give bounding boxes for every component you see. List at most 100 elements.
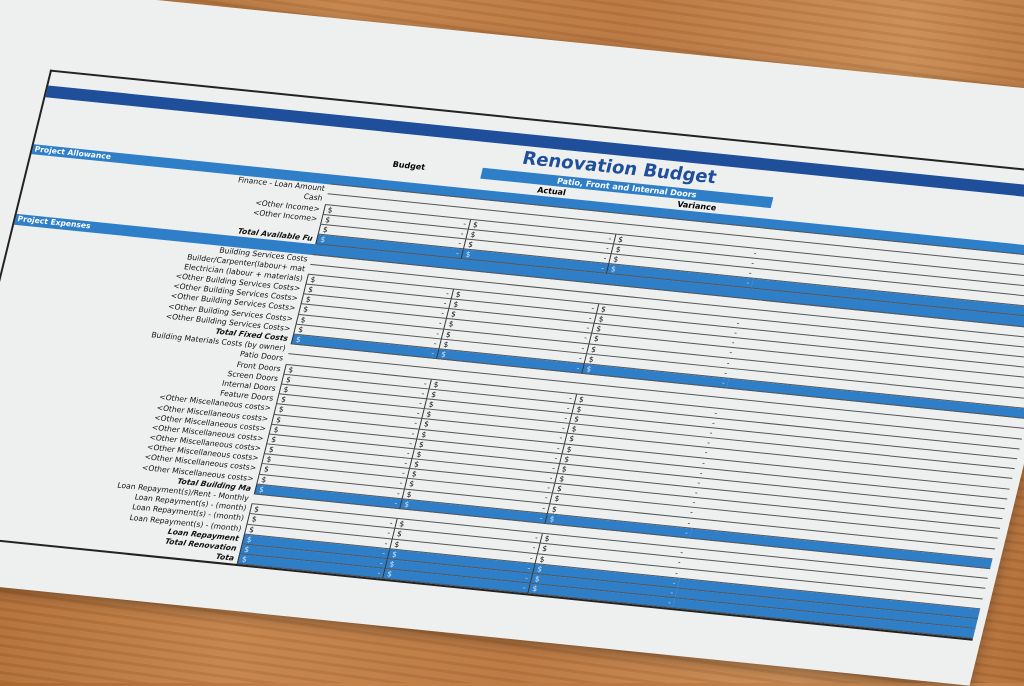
currency-symbol: $	[469, 229, 477, 240]
cell-value: -	[381, 548, 387, 558]
cell-value: -	[457, 238, 463, 248]
cell-value: -	[396, 488, 401, 498]
currency-symbol: $	[422, 419, 430, 429]
currency-symbol: $	[240, 554, 248, 564]
cell-value: -	[679, 547, 685, 558]
cell-value: -	[684, 528, 690, 538]
cell-value: -	[565, 403, 571, 413]
cell-value: -	[533, 533, 539, 543]
cell-value: -	[671, 577, 677, 588]
currency-symbol: $	[533, 574, 541, 584]
currency-symbol: $	[555, 484, 563, 494]
currency-symbol: $	[578, 394, 585, 404]
cell-value: -	[410, 428, 416, 438]
currency-symbol: $	[265, 454, 273, 465]
cell-value: -	[435, 328, 441, 338]
cell-value: -	[430, 348, 436, 358]
cell-value: -	[413, 418, 419, 428]
cell-value: -	[713, 408, 719, 418]
cell-value: -	[376, 568, 382, 578]
currency-symbol: $	[321, 224, 329, 235]
cell-value: -	[462, 218, 468, 228]
cell-value: -	[735, 318, 741, 328]
currency-symbol: $	[418, 439, 426, 449]
currency-symbol: $	[415, 449, 423, 459]
currency-symbol: $	[609, 264, 617, 274]
currency-symbol: $	[386, 569, 394, 579]
cell-value: -	[607, 233, 613, 243]
cell-value: -	[398, 478, 404, 488]
currency-symbol: $	[452, 299, 460, 309]
cell-value: -	[383, 538, 389, 548]
cell-value: -	[701, 458, 707, 468]
cell-value: -	[747, 268, 753, 278]
cell-value: -	[556, 443, 561, 453]
currency-symbol: $	[258, 484, 266, 495]
currency-symbol: $	[592, 334, 600, 344]
cell-value: -	[708, 428, 714, 438]
currency-symbol: $	[262, 464, 270, 475]
cell-value: -	[730, 338, 736, 348]
cell-value: -	[445, 288, 451, 298]
cell-value: -	[432, 338, 438, 348]
currency-symbol: $	[391, 549, 399, 559]
cell-value: -	[459, 228, 465, 238]
currency-symbol: $	[324, 214, 332, 225]
currency-symbol: $	[568, 434, 576, 444]
currency-symbol: $	[553, 494, 561, 504]
currency-symbol: $	[275, 414, 283, 425]
cell-value: -	[750, 258, 756, 268]
currency-symbol: $	[319, 234, 327, 245]
cell-value: -	[706, 438, 712, 448]
currency-symbol: $	[408, 479, 416, 489]
currency-symbol: $	[449, 309, 457, 319]
cell-value: -	[689, 508, 694, 518]
cell-value: -	[725, 358, 731, 368]
cell-value: -	[693, 488, 699, 498]
currency-symbol: $	[395, 529, 403, 539]
cell-value: -	[585, 323, 591, 333]
cell-value: -	[602, 253, 608, 263]
cell-value: -	[418, 398, 424, 408]
currency-symbol: $	[467, 239, 475, 250]
cell-value: -	[538, 513, 544, 523]
cell-value: -	[563, 413, 569, 423]
currency-symbol: $	[560, 464, 568, 474]
cell-value: -	[529, 553, 534, 563]
cell-value: -	[408, 438, 414, 448]
cell-value: -	[674, 567, 680, 578]
currency-symbol: $	[309, 274, 317, 285]
currency-symbol: $	[536, 564, 544, 574]
cell-value: -	[600, 263, 606, 273]
currency-symbol: $	[600, 304, 608, 314]
currency-symbol: $	[280, 394, 288, 405]
cell-value: -	[548, 473, 554, 483]
currency-symbol: $	[388, 559, 396, 569]
cell-value: -	[440, 308, 446, 318]
cell-value: -	[546, 483, 552, 493]
cell-value: -	[558, 433, 564, 443]
currency-symbol: $	[405, 489, 413, 499]
currency-symbol: $	[430, 389, 438, 399]
cell-value: -	[578, 353, 584, 363]
cell-value: -	[378, 558, 384, 568]
currency-symbol: $	[558, 474, 566, 484]
cell-value: -	[698, 468, 704, 478]
currency-symbol: $	[277, 404, 285, 415]
currency-symbol: $	[543, 534, 551, 544]
currency-symbol: $	[287, 364, 295, 375]
currency-symbol: $	[398, 519, 406, 529]
cell-value: -	[691, 498, 697, 508]
currency-symbol: $	[563, 454, 571, 464]
cell-value: -	[551, 463, 557, 473]
currency-symbol: $	[413, 459, 421, 469]
cell-value: -	[745, 278, 751, 288]
currency-symbol: $	[245, 534, 253, 545]
currency-symbol: $	[587, 354, 595, 364]
cell-value: -	[568, 393, 574, 403]
budget-spreadsheet: Renovation Budget Budget Patio, Front an…	[0, 69, 1024, 641]
cell-value: -	[405, 448, 411, 458]
currency-symbol: $	[614, 244, 622, 254]
cell-value: -	[590, 303, 596, 313]
cell-value: -	[526, 563, 532, 573]
